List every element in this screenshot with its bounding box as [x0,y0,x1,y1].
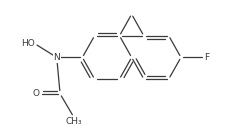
Text: HO: HO [21,39,35,48]
Text: F: F [204,53,209,62]
Text: CH₃: CH₃ [65,117,82,126]
Text: O: O [33,89,40,98]
Text: F: F [204,53,209,62]
Text: N: N [53,53,60,62]
